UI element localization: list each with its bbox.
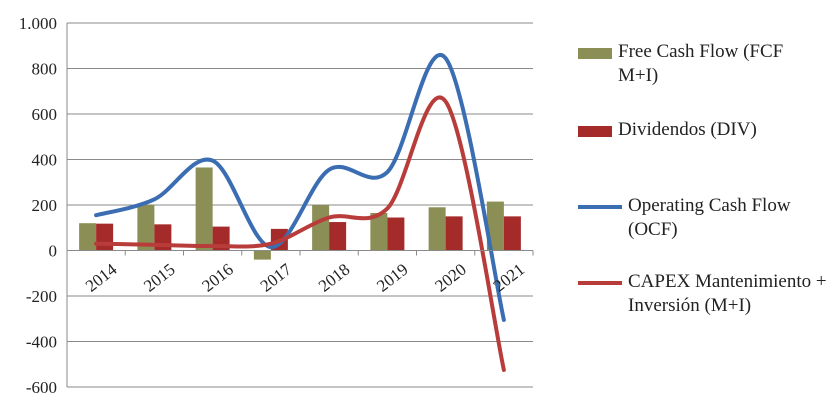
x-tick-label: 2018 <box>315 260 353 296</box>
legend-line-ocf <box>578 205 622 209</box>
y-tick-label: 400 <box>32 151 58 170</box>
bars <box>79 167 521 260</box>
x-tick-label: 2020 <box>431 260 469 296</box>
legend-line-capex <box>578 281 622 285</box>
legend-swatch-fcf <box>578 48 612 59</box>
legend-item-fcf: Free Cash Flow (FCF M+I) <box>578 40 818 88</box>
legend-item-div: Dividendos (DIV) <box>578 118 818 142</box>
legend-label-div: Dividendos (DIV) <box>618 119 757 140</box>
x-tick-label: 2017 <box>257 259 296 295</box>
y-tick-label: -400 <box>26 333 57 352</box>
y-tick-label: 1.000 <box>19 14 57 33</box>
bar-fcf-2017 <box>253 250 271 260</box>
bar-div-2019 <box>387 217 405 251</box>
line-capex <box>94 95 506 372</box>
bar-fcf-2015 <box>137 205 155 251</box>
line-ocf <box>94 53 506 322</box>
bar-fcf-2019 <box>370 212 388 251</box>
legend-item-ocf: Operating Cash Flow (OCF) <box>578 194 828 242</box>
bar-fcf-2018 <box>312 205 330 251</box>
bar-div-2021 <box>503 216 521 251</box>
y-tick-label: 600 <box>32 105 58 124</box>
legend-label-ocf: Operating Cash Flow (OCF) <box>628 195 791 240</box>
bar-fcf-2021 <box>486 201 504 251</box>
bar-div-2020 <box>445 216 463 251</box>
legend-label-fcf: Free Cash Flow (FCF M+I) <box>618 41 784 86</box>
y-tick-labels: -600 -400 -200 0 200 400 600 800 1.000 <box>19 14 57 397</box>
lines <box>94 53 506 372</box>
bar-div-2014 <box>96 223 114 251</box>
y-tick-label: 800 <box>32 60 58 79</box>
x-tick-label: 2015 <box>140 260 178 296</box>
axes <box>66 23 534 387</box>
x-tick-label: 2016 <box>198 260 236 296</box>
bar-fcf-2016 <box>195 167 213 251</box>
bar-fcf-2014 <box>79 223 97 251</box>
x-tick-labels: 2014 2015 2016 2017 2018 2019 2020 2021 <box>82 259 528 295</box>
y-tick-label: -200 <box>26 287 57 306</box>
legend-item-capex: CAPEX Mantenimiento + Inversión (M+I) <box>578 270 828 318</box>
y-tick-label: 200 <box>32 196 58 215</box>
x-tick-label: 2014 <box>82 259 121 295</box>
legend-swatch-div <box>578 126 612 137</box>
legend-label-capex: CAPEX Mantenimiento + Inversión (M+I) <box>628 271 827 316</box>
bar-fcf-2020 <box>428 207 446 251</box>
y-tick-label: -600 <box>26 378 57 397</box>
x-tick-label: 2019 <box>373 260 411 296</box>
bar-div-2018 <box>329 222 347 251</box>
y-tick-label: 0 <box>49 242 58 261</box>
